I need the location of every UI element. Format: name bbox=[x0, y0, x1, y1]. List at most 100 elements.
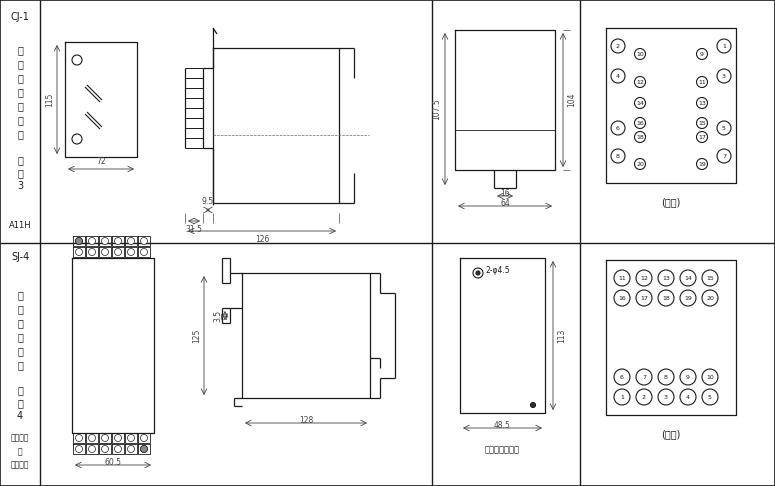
Text: 2-φ4.5: 2-φ4.5 bbox=[485, 265, 510, 275]
Circle shape bbox=[636, 389, 652, 405]
Text: 104: 104 bbox=[567, 93, 576, 107]
Circle shape bbox=[611, 121, 625, 135]
Text: 113: 113 bbox=[557, 329, 566, 343]
Circle shape bbox=[88, 238, 95, 244]
Text: 11: 11 bbox=[698, 80, 706, 85]
Text: 出: 出 bbox=[17, 59, 23, 69]
Text: 107.5: 107.5 bbox=[432, 98, 441, 120]
Text: 15: 15 bbox=[706, 276, 714, 280]
Text: 螺钉安装: 螺钉安装 bbox=[11, 461, 29, 469]
Text: 附: 附 bbox=[17, 385, 23, 395]
Text: 或: 或 bbox=[18, 448, 22, 456]
Text: 9: 9 bbox=[700, 52, 704, 56]
Circle shape bbox=[102, 434, 109, 441]
Circle shape bbox=[128, 248, 135, 256]
Circle shape bbox=[702, 369, 718, 385]
Text: 3.5: 3.5 bbox=[213, 310, 222, 322]
Text: 7: 7 bbox=[642, 375, 646, 380]
Text: 板: 板 bbox=[17, 87, 23, 97]
Circle shape bbox=[140, 434, 147, 441]
Circle shape bbox=[611, 39, 625, 53]
Text: 4: 4 bbox=[17, 411, 23, 421]
Circle shape bbox=[680, 270, 696, 286]
Text: 11: 11 bbox=[618, 276, 626, 280]
Text: A11H: A11H bbox=[9, 221, 31, 229]
Circle shape bbox=[680, 290, 696, 306]
Text: 卡轨: 卡轨 bbox=[222, 311, 228, 319]
Circle shape bbox=[636, 369, 652, 385]
Circle shape bbox=[140, 248, 147, 256]
Circle shape bbox=[636, 270, 652, 286]
Circle shape bbox=[614, 389, 630, 405]
Circle shape bbox=[72, 134, 82, 144]
Circle shape bbox=[128, 446, 135, 452]
Text: 凸: 凸 bbox=[17, 290, 23, 300]
Text: 8: 8 bbox=[664, 375, 668, 380]
Circle shape bbox=[635, 132, 646, 142]
Circle shape bbox=[75, 238, 82, 244]
Text: 19: 19 bbox=[684, 295, 692, 300]
Circle shape bbox=[140, 238, 147, 244]
Text: 3: 3 bbox=[664, 395, 668, 399]
Text: 7: 7 bbox=[722, 154, 726, 158]
Text: 16: 16 bbox=[500, 189, 510, 198]
Text: 10: 10 bbox=[636, 52, 644, 56]
Circle shape bbox=[614, 369, 630, 385]
Text: 64: 64 bbox=[500, 199, 510, 208]
Text: 卡轨安装: 卡轨安装 bbox=[11, 434, 29, 442]
Circle shape bbox=[697, 158, 708, 170]
Circle shape bbox=[697, 49, 708, 59]
Text: 31.5: 31.5 bbox=[185, 225, 202, 234]
Text: 图: 图 bbox=[17, 168, 23, 178]
Circle shape bbox=[88, 248, 95, 256]
Text: 4: 4 bbox=[686, 395, 690, 399]
Text: 17: 17 bbox=[640, 295, 648, 300]
Circle shape bbox=[702, 270, 718, 286]
Text: 2: 2 bbox=[616, 44, 620, 49]
Circle shape bbox=[680, 389, 696, 405]
Circle shape bbox=[128, 238, 135, 244]
Text: 13: 13 bbox=[662, 276, 670, 280]
Text: 6: 6 bbox=[616, 125, 620, 131]
Circle shape bbox=[697, 132, 708, 142]
Text: 1: 1 bbox=[620, 395, 624, 399]
Text: 3: 3 bbox=[17, 181, 23, 191]
Circle shape bbox=[102, 238, 109, 244]
Text: 18: 18 bbox=[636, 135, 644, 139]
Text: 螺钉安装开孔图: 螺钉安装开孔图 bbox=[484, 445, 519, 454]
Circle shape bbox=[717, 121, 731, 135]
Circle shape bbox=[658, 270, 674, 286]
Text: 8: 8 bbox=[616, 154, 620, 158]
Circle shape bbox=[635, 118, 646, 128]
Circle shape bbox=[476, 271, 480, 275]
Circle shape bbox=[658, 290, 674, 306]
Text: 13: 13 bbox=[698, 101, 706, 105]
Circle shape bbox=[473, 268, 483, 278]
Circle shape bbox=[75, 446, 82, 452]
Circle shape bbox=[115, 434, 122, 441]
Circle shape bbox=[531, 402, 536, 407]
Circle shape bbox=[115, 238, 122, 244]
Text: 凸: 凸 bbox=[17, 45, 23, 55]
Circle shape bbox=[635, 158, 646, 170]
Text: 4: 4 bbox=[616, 73, 620, 79]
Text: 5: 5 bbox=[722, 125, 726, 131]
Circle shape bbox=[75, 238, 82, 244]
Circle shape bbox=[697, 76, 708, 87]
Text: (正视): (正视) bbox=[661, 429, 680, 439]
Circle shape bbox=[680, 369, 696, 385]
Circle shape bbox=[658, 369, 674, 385]
Circle shape bbox=[635, 49, 646, 59]
Circle shape bbox=[635, 76, 646, 87]
Circle shape bbox=[72, 55, 82, 65]
Text: 1: 1 bbox=[722, 44, 726, 49]
Text: 20: 20 bbox=[706, 295, 714, 300]
Circle shape bbox=[614, 290, 630, 306]
Text: 式: 式 bbox=[17, 318, 23, 328]
Circle shape bbox=[697, 118, 708, 128]
Text: 线: 线 bbox=[17, 360, 23, 370]
Text: 后: 后 bbox=[17, 101, 23, 111]
Text: 5: 5 bbox=[708, 395, 712, 399]
Text: 20: 20 bbox=[636, 161, 644, 167]
Circle shape bbox=[611, 149, 625, 163]
